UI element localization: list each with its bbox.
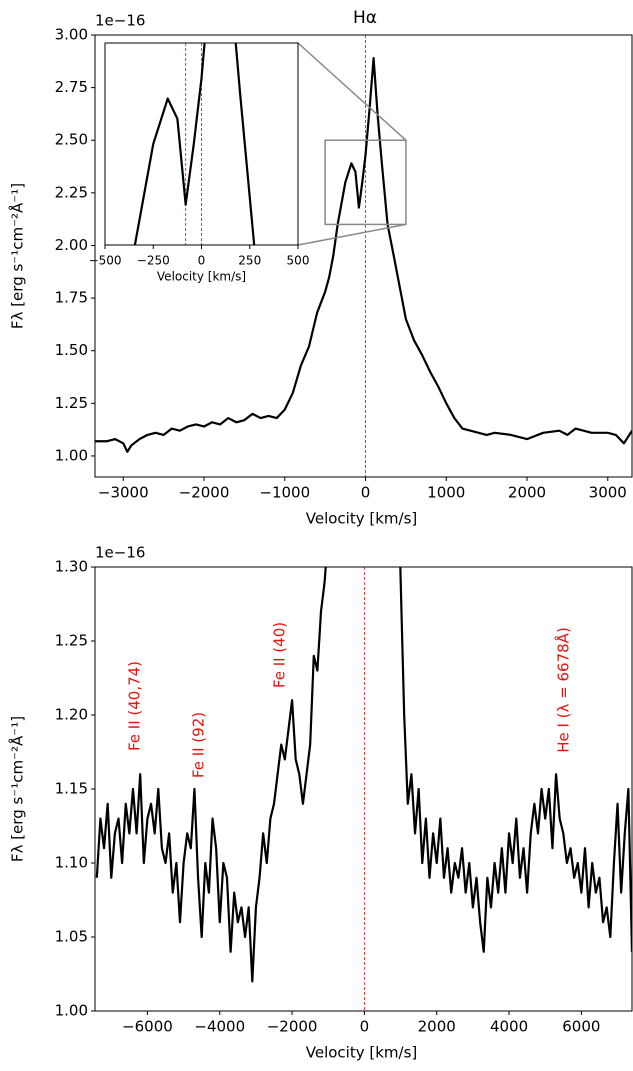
y-tick-label: 3.00 xyxy=(55,26,88,44)
x-tick-label: −4000 xyxy=(194,1018,245,1036)
x-tick-label: 6000 xyxy=(562,1018,600,1036)
x-tick-label: −2000 xyxy=(179,484,230,502)
y-tick-label: 1.10 xyxy=(55,854,88,872)
plot-group xyxy=(95,567,632,1011)
y-tick-label: 1.30 xyxy=(55,558,88,576)
data-line xyxy=(95,57,632,453)
offset-label: 1e−16 xyxy=(95,12,145,30)
x-tick-label: −3000 xyxy=(98,484,149,502)
x-tick-label: −2000 xyxy=(267,1018,318,1036)
x-tick-label: 0 xyxy=(361,484,371,502)
y-tick-label: 1.05 xyxy=(55,928,88,946)
chart-title: Hα xyxy=(353,8,377,28)
x-tick-label: 0 xyxy=(198,254,206,268)
zoom-connector xyxy=(297,42,407,141)
zoom-box xyxy=(324,139,407,226)
x-tick-label: 2000 xyxy=(418,1018,456,1036)
x-tick-label: −500 xyxy=(89,254,122,268)
annotation: Fe II (40,74) xyxy=(126,661,144,751)
x-tick-label: −1000 xyxy=(259,484,310,502)
axes-frame xyxy=(94,34,633,478)
y-tick-label: 1.00 xyxy=(55,446,88,464)
annotation: Fe II (92) xyxy=(190,712,208,778)
x-tick-label: 3000 xyxy=(589,484,627,502)
x-tick-label: 0 xyxy=(360,1018,370,1036)
y-tick-label: 2.00 xyxy=(55,236,88,254)
x-tick-label: 250 xyxy=(238,254,261,268)
y-tick-label: 2.50 xyxy=(55,131,88,149)
annotation: He I (λ = 6678Å) xyxy=(554,627,573,753)
y-tick-label: 1.25 xyxy=(55,632,88,650)
y-tick-label: 1.50 xyxy=(55,341,88,359)
data-line xyxy=(133,43,256,245)
x-tick-label: −250 xyxy=(137,254,170,268)
y-tick-label: 2.25 xyxy=(55,183,88,201)
annotation: Fe II (40) xyxy=(271,622,289,688)
zoom-connector xyxy=(297,223,407,246)
y-tick-label: 1.00 xyxy=(55,1002,88,1020)
y-axis-label: Fλ [erg s⁻¹cm⁻²Å⁻¹] xyxy=(8,716,27,862)
x-tick-label: 4000 xyxy=(490,1018,528,1036)
y-axis-label: Fλ [erg s⁻¹cm⁻²Å⁻¹] xyxy=(8,183,27,329)
x-axis-label: Velocity [km/s] xyxy=(306,1044,417,1062)
x-axis-label: Velocity [km/s] xyxy=(306,510,417,528)
y-tick-label: 1.15 xyxy=(55,780,88,798)
x-tick-label: 2000 xyxy=(508,484,546,502)
offset-label: 1e−16 xyxy=(95,544,145,562)
x-axis-label: Velocity [km/s] xyxy=(157,270,246,284)
y-tick-label: 1.20 xyxy=(55,706,88,724)
x-tick-label: 500 xyxy=(287,254,310,268)
x-tick-label: 1000 xyxy=(427,484,465,502)
y-tick-label: 1.25 xyxy=(55,394,88,412)
plot-group xyxy=(133,43,256,245)
y-tick-label: 2.75 xyxy=(55,78,88,96)
data-line xyxy=(95,567,632,983)
plot-area xyxy=(95,567,632,1011)
plot-group xyxy=(95,35,632,477)
x-tick-label: −6000 xyxy=(122,1018,173,1036)
y-tick-label: 1.75 xyxy=(55,289,88,307)
